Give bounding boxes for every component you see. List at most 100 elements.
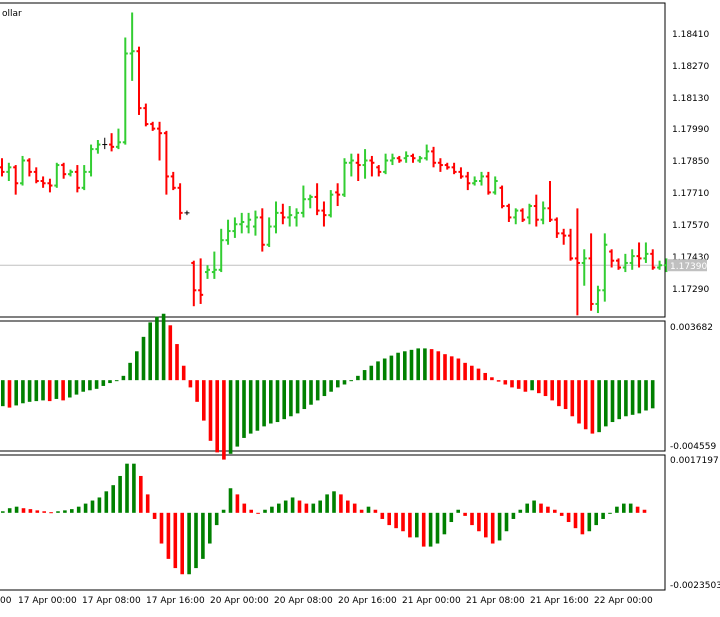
osc2-bar — [166, 512, 171, 559]
osc2-bar — [187, 512, 191, 575]
osc2-bar — [14, 506, 19, 513]
ohlc-bar — [239, 212, 245, 234]
osc1-bar — [597, 380, 601, 433]
osc2-bar — [76, 506, 81, 513]
osc1-bar — [181, 365, 186, 381]
osc1-bar — [590, 380, 595, 434]
osc1-bar — [1, 380, 5, 407]
osc2-bar — [628, 503, 633, 513]
ohlc-bar — [280, 203, 286, 225]
osc2-bar — [35, 510, 40, 513]
osc1-bar — [496, 380, 501, 382]
osc2-bar — [352, 503, 357, 513]
osc2-bar — [401, 512, 405, 532]
osc2-bar — [394, 512, 398, 529]
osc2-bar — [208, 512, 212, 544]
osc1-bar — [235, 380, 240, 447]
osc2-bar — [97, 497, 102, 513]
osc1-bar — [463, 362, 467, 381]
osc2-bar — [387, 512, 391, 526]
osc1-bar — [295, 380, 300, 414]
osc1-bar — [610, 380, 615, 423]
osc2-bar — [139, 475, 143, 513]
ohlc-bar — [506, 203, 512, 222]
osc2-bar — [297, 500, 302, 513]
ohlc-bar — [321, 201, 327, 227]
osc1-bar — [617, 380, 621, 420]
x-tick-label: 20 Apr 16:00 — [338, 596, 397, 606]
ohlc-bar — [95, 140, 101, 154]
ohlc-bar — [499, 185, 505, 209]
osc2-bar — [118, 475, 122, 513]
ohlc-bar — [74, 165, 80, 193]
osc1-bar — [530, 380, 534, 391]
ohlc-bar — [581, 249, 587, 286]
ohlc-bar — [170, 171, 176, 191]
osc2-bar — [332, 491, 336, 513]
x-tick-label: 20 Apr 00:00 — [210, 596, 269, 606]
x-tick-label: 22 Apr 00:00 — [594, 596, 653, 606]
osc2-bar — [373, 509, 378, 513]
osc1-bar — [54, 380, 59, 399]
ohlc-bar — [314, 183, 320, 216]
osc2-bar — [635, 506, 640, 513]
osc1-bar — [490, 377, 494, 381]
osc2-bar — [283, 500, 288, 513]
osc2-bar — [104, 491, 109, 513]
osc2-bar — [242, 503, 247, 513]
osc2-bar — [311, 503, 316, 513]
osc1-bar — [255, 380, 260, 431]
osc1-bar — [61, 380, 65, 401]
osc1-bar — [7, 380, 12, 408]
osc1-bar — [470, 365, 474, 381]
ohlc-bar — [335, 183, 341, 207]
price-tick-label: 1.17570 — [672, 221, 709, 231]
ohlc-bar — [588, 233, 594, 311]
osc1-bar — [128, 362, 132, 381]
ohlc-bar — [273, 201, 279, 234]
ohlc-bar — [362, 149, 368, 179]
osc1-bar — [483, 372, 487, 381]
osc1-bar — [456, 358, 461, 381]
osc1-bar — [429, 349, 434, 381]
osc2-bar — [132, 463, 136, 513]
x-tick-label: 21 Apr 00:00 — [402, 596, 461, 606]
osc1-bar — [41, 380, 45, 401]
price-tick-label: 1.17850 — [672, 157, 709, 167]
chart-title: ollar — [2, 9, 22, 19]
price-tick-label: 1.18270 — [672, 62, 709, 72]
osc2-bar — [477, 512, 481, 532]
osc1-bar — [510, 380, 514, 388]
price-tick-label: 1.18130 — [672, 94, 709, 104]
osc1-bar — [27, 380, 32, 402]
ohlc-bar — [232, 217, 238, 238]
osc1-bar — [423, 348, 427, 381]
ohlc-bar — [526, 203, 532, 225]
ohlc-bar — [458, 167, 464, 179]
price-layer — [0, 12, 669, 316]
ohlc-bar — [33, 167, 39, 184]
osc2-bar — [622, 503, 626, 513]
osc2-bar — [435, 512, 440, 544]
osc1-bar — [382, 358, 387, 381]
ohlc-bar — [396, 155, 402, 163]
osc2-bar — [249, 509, 253, 513]
ohlc-bar — [616, 258, 621, 270]
ohlc-bar — [554, 217, 560, 238]
ohlc-bar — [376, 165, 382, 177]
osc1-bar — [624, 380, 628, 417]
osc1-bar — [436, 351, 441, 381]
ohlc-bar — [68, 169, 73, 177]
osc1-bar — [269, 380, 273, 424]
ohlc-bar — [61, 162, 67, 179]
osc1-bar — [356, 375, 360, 381]
osc2-bar — [518, 509, 523, 513]
osc2-bar — [214, 512, 219, 526]
osc1-bar — [68, 380, 72, 398]
osc2-bar — [539, 503, 543, 513]
ohlc-bar — [54, 162, 60, 188]
ohlc-bar — [246, 212, 252, 234]
osc1-bar — [88, 380, 92, 391]
osc2-bar — [304, 503, 309, 513]
